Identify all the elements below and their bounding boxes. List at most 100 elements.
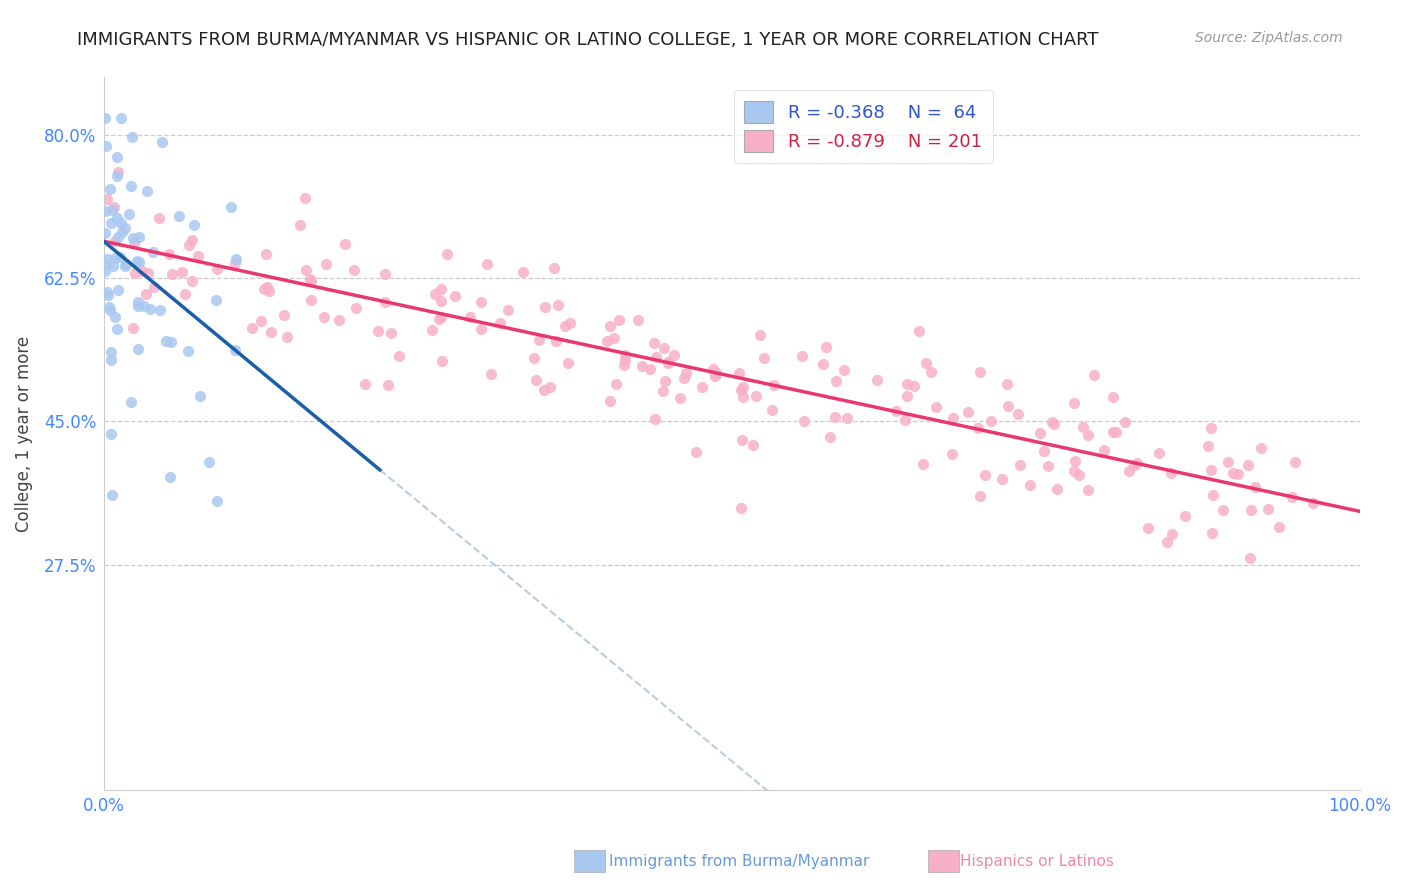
Point (94, 139, 117, 153)
Point (429, 310, 451, 325)
Point (299, 293, 322, 307)
Point (96, 285, 118, 299)
Point (169, 209, 191, 223)
Point (813, 357, 835, 371)
Point (1284, 455, 1306, 469)
Point (136, 266, 159, 280)
Point (605, 376, 627, 391)
Point (752, 351, 775, 366)
Point (824, 375, 846, 389)
Point (127, 294, 149, 309)
Point (367, 324, 389, 338)
Point (1008, 458, 1031, 472)
Point (436, 246, 458, 260)
Point (1092, 443, 1115, 458)
Point (1105, 425, 1128, 440)
Point (110, 112, 132, 126)
Point (523, 351, 546, 366)
Point (127, 299, 149, 313)
Point (745, 389, 768, 403)
Point (544, 334, 567, 348)
Point (460, 310, 482, 324)
Point (475, 257, 498, 271)
Point (96, 252, 118, 267)
Point (524, 373, 547, 387)
Point (1046, 482, 1069, 496)
Point (941, 447, 963, 461)
Point (1126, 456, 1149, 470)
Point (94, 226, 117, 240)
Point (1063, 464, 1085, 478)
Point (824, 409, 846, 424)
Point (1244, 480, 1267, 494)
Point (105, 150, 128, 164)
Point (957, 405, 980, 419)
Point (294, 191, 316, 205)
Point (1043, 417, 1066, 432)
Point (731, 433, 754, 447)
Point (104, 251, 127, 265)
Point (111, 225, 134, 239)
Point (131, 264, 153, 278)
Point (1201, 421, 1223, 435)
Text: IMMIGRANTS FROM BURMA/MYANMAR VS HISPANIC OR LATINO COLLEGE, 1 YEAR OR MORE CORR: IMMIGRANTS FROM BURMA/MYANMAR VS HISPANI… (77, 31, 1099, 49)
Point (1240, 503, 1263, 517)
Point (896, 377, 918, 392)
Point (1250, 441, 1272, 455)
Point (534, 301, 557, 315)
Point (479, 367, 502, 381)
Point (1077, 427, 1099, 442)
Point (183, 218, 205, 232)
Point (1122, 458, 1144, 472)
Point (908, 324, 931, 338)
Point (731, 390, 754, 404)
Point (224, 255, 246, 269)
Point (1160, 527, 1182, 541)
Point (98, 303, 121, 318)
Point (557, 356, 579, 370)
Point (915, 356, 938, 370)
Point (1063, 454, 1085, 468)
Point (761, 403, 783, 417)
Point (225, 252, 247, 266)
Point (538, 380, 561, 394)
Point (105, 169, 128, 183)
Point (107, 165, 129, 179)
Point (1071, 420, 1094, 434)
Point (127, 254, 149, 268)
Point (730, 384, 752, 398)
Point (969, 489, 991, 503)
Point (554, 318, 576, 333)
Point (177, 343, 200, 358)
Point (643, 336, 665, 351)
Point (134, 299, 156, 313)
Point (997, 399, 1019, 413)
Point (1063, 396, 1085, 410)
Point (814, 341, 837, 355)
Point (599, 393, 621, 408)
Point (1118, 465, 1140, 479)
Point (613, 358, 636, 372)
Point (96, 192, 118, 206)
Point (690, 380, 713, 394)
Point (1019, 477, 1042, 491)
Point (105, 321, 128, 335)
Point (644, 411, 666, 425)
Point (652, 384, 675, 398)
Point (172, 265, 194, 279)
Point (1083, 368, 1105, 383)
Point (100, 427, 122, 442)
Point (127, 342, 149, 356)
Point (704, 366, 727, 380)
Point (733, 380, 755, 394)
Point (430, 282, 453, 296)
Point (1281, 490, 1303, 504)
Point (742, 438, 765, 452)
Point (425, 286, 447, 301)
Point (174, 286, 197, 301)
Point (470, 322, 492, 336)
Text: Source: ZipAtlas.com: Source: ZipAtlas.com (1195, 31, 1343, 45)
Point (835, 410, 858, 425)
Point (298, 271, 321, 285)
Point (98, 300, 121, 314)
